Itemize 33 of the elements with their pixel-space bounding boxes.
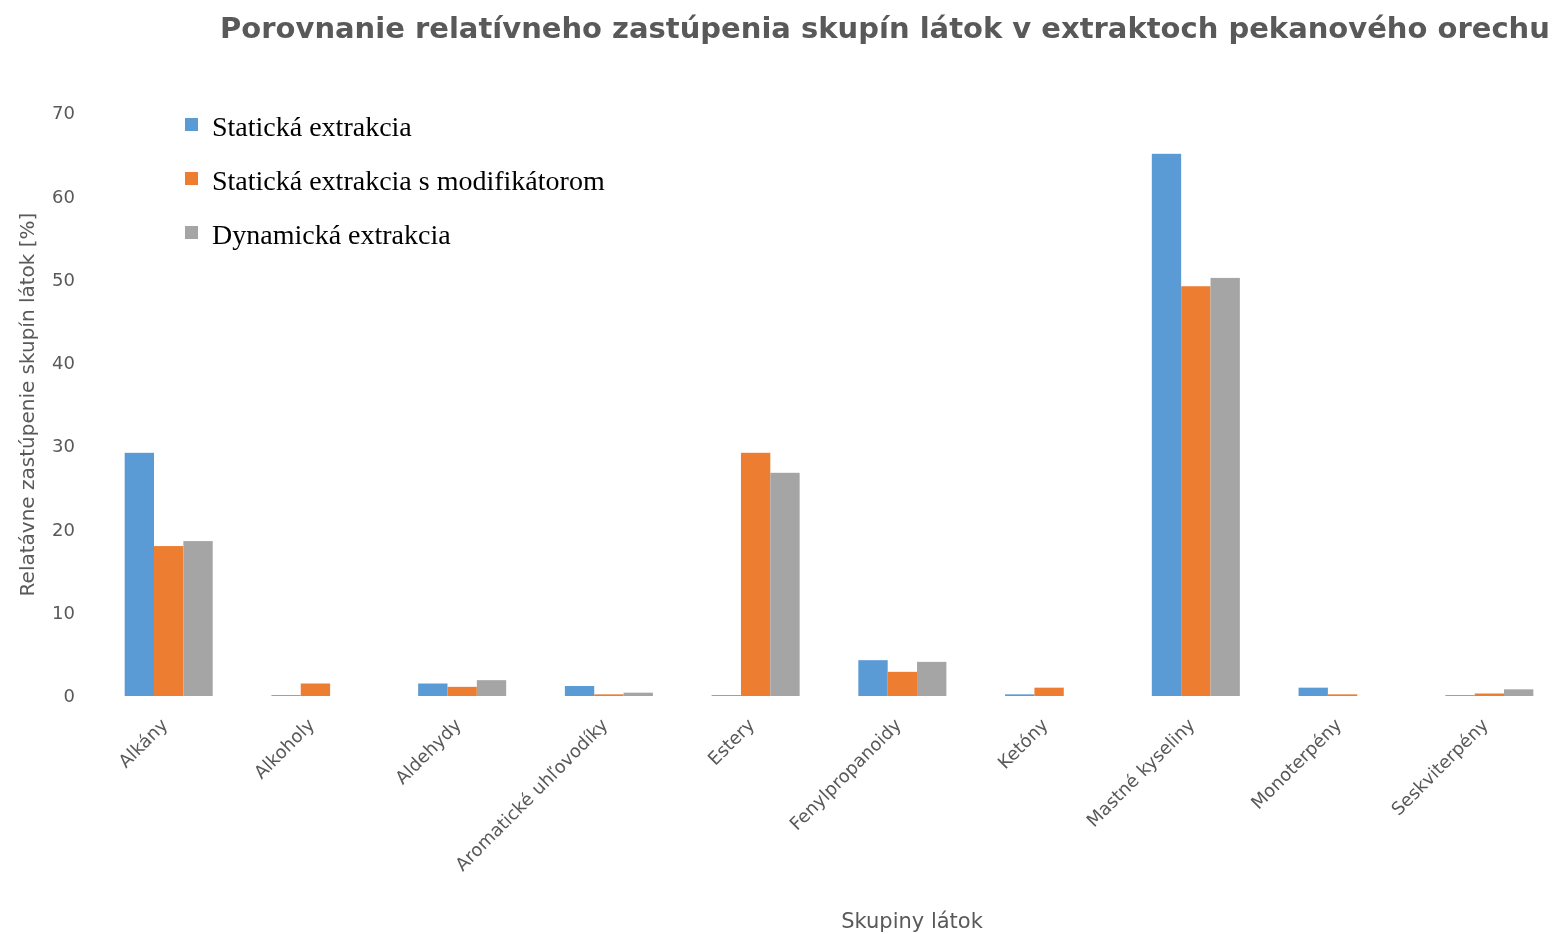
bar [1298,687,1328,696]
bar [740,452,771,696]
legend-label: Dynamická extrakcia [212,218,452,250]
bar [124,452,155,696]
bar [418,683,448,696]
bar [1503,689,1534,696]
bar [887,671,918,696]
y-tick-label: 40 [52,352,75,374]
y-tick-label: 10 [52,602,75,624]
bar [917,661,947,696]
x-axis-title: Skupiny látok [841,909,984,933]
y-axis-title: Relatávne zastúpenie skupín látok [%] [15,212,39,597]
y-tick-label: 60 [52,185,75,207]
y-tick-label: 30 [52,435,75,457]
bar [300,683,331,696]
bar [858,660,888,696]
bar [564,686,595,696]
bar [1181,286,1211,696]
legend-label: Statická extrakcia [212,110,413,142]
bar [1210,277,1240,696]
y-tick-label: 70 [52,102,75,124]
bar [1034,687,1064,696]
bar [770,472,800,696]
bar [447,686,477,696]
bar [1151,153,1182,696]
bar [183,541,213,696]
y-tick-label: 50 [52,268,75,290]
bar [154,546,184,696]
chart-title: Porovnanie relatívneho zastúpenia skupín látok v extraktoch pekanového orechu [220,11,1550,45]
legend-label: Statická extrakcia s modifikátorom [212,164,605,196]
y-tick-label: 20 [52,518,75,540]
bar [476,680,507,696]
y-tick-label: 0 [63,685,75,707]
